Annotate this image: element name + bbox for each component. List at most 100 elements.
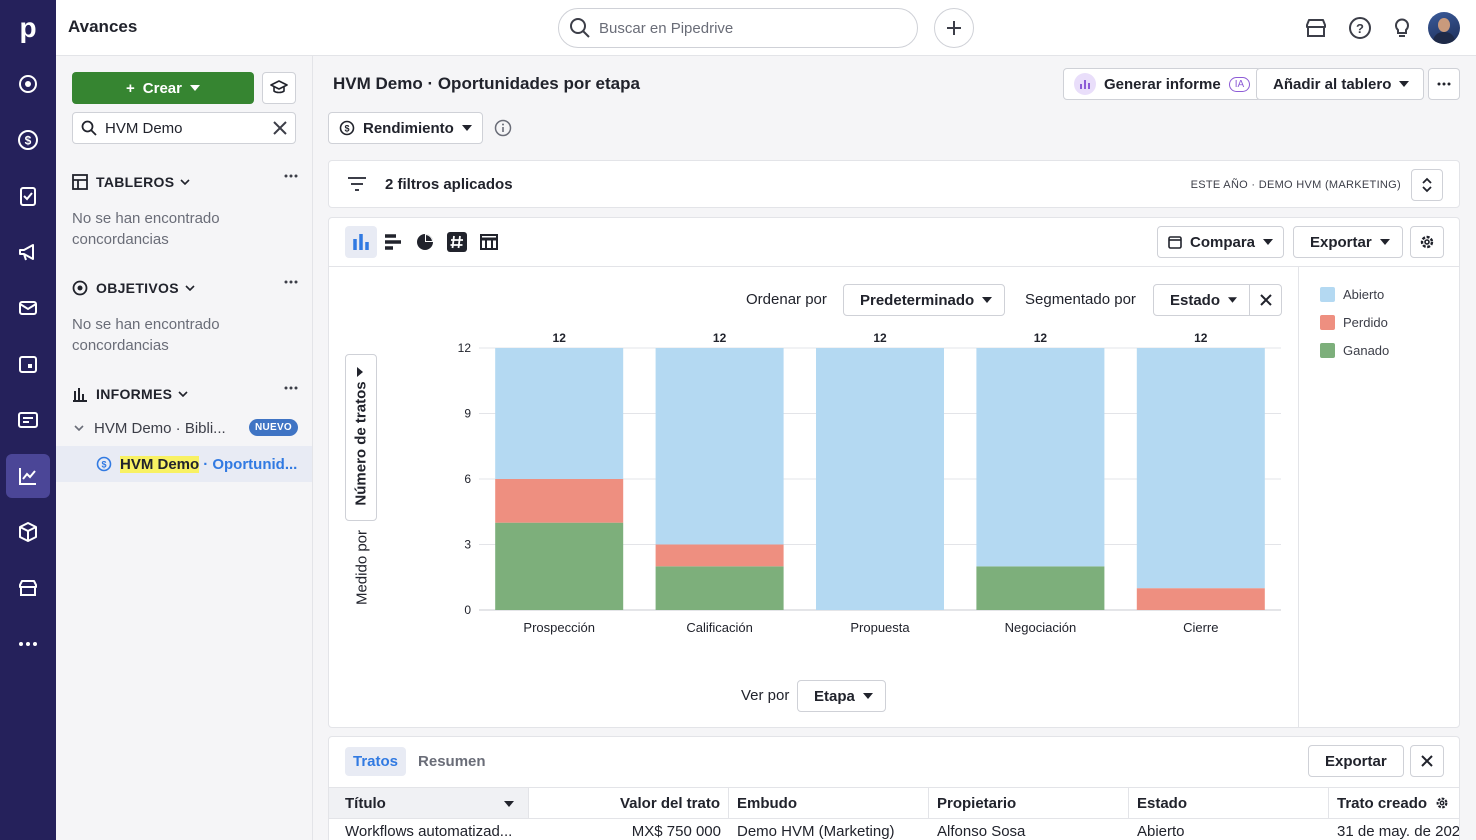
tab-deals[interactable]: Tratos xyxy=(345,747,407,776)
column-header-value[interactable]: Valor del trato xyxy=(529,788,729,818)
chart-settings-button[interactable] xyxy=(1410,226,1444,258)
compare-dropdown[interactable]: Compara xyxy=(1157,226,1285,258)
more-dots-icon[interactable] xyxy=(6,622,50,666)
report-folder-item[interactable]: HVM Demo · Bibli... NUEVO xyxy=(72,416,298,440)
new-badge: NUEVO xyxy=(248,419,298,436)
bar-segment-abierto[interactable] xyxy=(655,348,784,545)
lightbulb-icon[interactable] xyxy=(1390,16,1414,40)
view-scorecard-button[interactable] xyxy=(441,226,473,258)
generate-report-button[interactable]: Generar informe IA xyxy=(1063,68,1262,100)
column-settings-gear-icon[interactable] xyxy=(1435,796,1449,810)
more-options-icon[interactable] xyxy=(284,174,298,178)
clear-segment-button[interactable] xyxy=(1249,284,1282,316)
column-header-title[interactable]: Título xyxy=(329,788,529,818)
section-dashboards[interactable]: TABLEROS xyxy=(72,170,298,194)
dollar-circle-icon: $ xyxy=(96,456,112,472)
filter-bar[interactable]: 2 filtros aplicados ESTE AÑO · DEMO HVM … xyxy=(328,160,1460,208)
clear-search-icon[interactable] xyxy=(273,121,287,135)
table-cell-owner[interactable]: Alfonso Sosa xyxy=(937,823,1026,840)
legend-item-ganado[interactable]: Ganado xyxy=(1320,343,1389,358)
metric-dropdown[interactable]: $ Rendimiento xyxy=(328,112,483,144)
report-title[interactable]: HVM Demo · Oportunidades por etapa xyxy=(333,74,640,93)
ai-chart-icon xyxy=(1074,73,1096,95)
table-cell-title[interactable]: Workflows automatizad... xyxy=(345,823,513,840)
measure-dropdown[interactable]: Número de tratos xyxy=(345,354,377,521)
calendar-icon[interactable] xyxy=(6,342,50,386)
view-bar-chart-button[interactable] xyxy=(377,226,409,258)
sidebar-search-input[interactable]: HVM Demo xyxy=(72,112,296,144)
view-column-chart-button[interactable] xyxy=(345,226,377,258)
metric-label: Rendimiento xyxy=(363,119,454,137)
bar-segment-ganado[interactable] xyxy=(976,566,1105,610)
bar-segment-abierto[interactable] xyxy=(976,348,1105,567)
view-table-button[interactable] xyxy=(473,226,505,258)
chevron-down-icon xyxy=(180,179,190,185)
bar-segment-abierto[interactable] xyxy=(495,348,624,479)
create-button[interactable]: + Crear xyxy=(72,72,254,104)
academy-button[interactable] xyxy=(262,72,296,104)
section-reports[interactable]: INFORMES xyxy=(72,382,298,406)
bar-total-label: 12 xyxy=(1034,331,1048,345)
goal-target-icon xyxy=(72,280,88,296)
close-table-button[interactable] xyxy=(1410,745,1444,777)
export-chart-dropdown[interactable]: Exportar xyxy=(1293,226,1403,258)
report-item-active[interactable]: $ HVM Demo · Oportunid... xyxy=(56,446,312,482)
marketplace-store-icon[interactable] xyxy=(6,566,50,610)
svg-text:$: $ xyxy=(101,460,106,470)
campaigns-megaphone-icon[interactable] xyxy=(6,230,50,274)
column-header-created[interactable]: Trato creado xyxy=(1337,794,1428,812)
global-search-input[interactable]: Buscar en Pipedrive xyxy=(558,8,918,48)
segment-dropdown[interactable]: Estado xyxy=(1153,284,1250,316)
view-pie-chart-button[interactable] xyxy=(409,226,441,258)
column-header-pipeline[interactable]: Embudo xyxy=(729,788,929,818)
bar-segment-ganado[interactable] xyxy=(495,522,624,610)
target-icon[interactable] xyxy=(6,62,50,106)
user-avatar[interactable] xyxy=(1428,12,1460,44)
legend-item-abierto[interactable]: Abierto xyxy=(1320,287,1384,302)
chevron-down-icon xyxy=(178,391,188,397)
column-header-status[interactable]: Estado xyxy=(1129,788,1329,818)
insights-chart-icon[interactable] xyxy=(6,454,50,498)
bar-segment-abierto[interactable] xyxy=(816,348,944,610)
search-placeholder: Buscar en Pipedrive xyxy=(599,19,734,37)
more-dots-icon xyxy=(1437,82,1451,86)
add-to-dashboard-button[interactable]: Añadir al tablero xyxy=(1256,68,1425,100)
bar-segment-perdido[interactable] xyxy=(495,479,624,523)
view-by-label: Ver por xyxy=(741,687,790,704)
y-tick-label: 9 xyxy=(464,407,471,421)
more-options-icon[interactable] xyxy=(284,280,298,284)
expand-filters-button[interactable] xyxy=(1411,169,1443,201)
dollar-circle-icon: $ xyxy=(339,120,355,136)
table-cell-pipeline: Demo HVM (Marketing) xyxy=(737,823,895,840)
products-box-icon[interactable] xyxy=(6,510,50,554)
deals-dollar-icon[interactable]: $ xyxy=(6,118,50,162)
info-icon[interactable] xyxy=(494,119,512,137)
bar-segment-perdido[interactable] xyxy=(655,544,784,567)
view-by-dropdown[interactable]: Etapa xyxy=(797,680,886,712)
measure-value: Número de tratos xyxy=(352,381,370,506)
legend-item-perdido[interactable]: Perdido xyxy=(1320,315,1388,330)
search-icon xyxy=(81,120,97,136)
quick-add-button[interactable] xyxy=(934,8,974,48)
bar-segment-ganado[interactable] xyxy=(655,566,784,610)
x-tick-label: Calificación xyxy=(686,620,752,635)
tab-summary[interactable]: Resumen xyxy=(418,753,486,770)
sort-dropdown[interactable]: Predeterminado xyxy=(843,284,1006,316)
marketplace-icon[interactable] xyxy=(1304,16,1328,40)
bar-segment-perdido[interactable] xyxy=(1136,588,1265,610)
help-icon[interactable]: ? xyxy=(1348,16,1372,40)
pipedrive-logo[interactable]: p xyxy=(19,12,37,43)
activities-icon[interactable] xyxy=(6,174,50,218)
report-more-button[interactable] xyxy=(1428,68,1460,100)
more-options-icon[interactable] xyxy=(284,386,298,390)
mail-icon[interactable] xyxy=(6,286,50,330)
column-header-owner[interactable]: Propietario xyxy=(929,788,1129,818)
bar-segment-abierto[interactable] xyxy=(1136,348,1265,589)
section-goals[interactable]: OBJETIVOS xyxy=(72,276,298,300)
export-table-button[interactable]: Exportar xyxy=(1308,745,1404,777)
contacts-card-icon[interactable] xyxy=(6,398,50,442)
export-chart-label: Exportar xyxy=(1310,233,1372,251)
table-cell-created: 31 de may. de 202 xyxy=(1337,823,1459,840)
filters-applied-label: 2 filtros aplicados xyxy=(385,176,513,193)
caret-down-icon xyxy=(982,297,993,303)
